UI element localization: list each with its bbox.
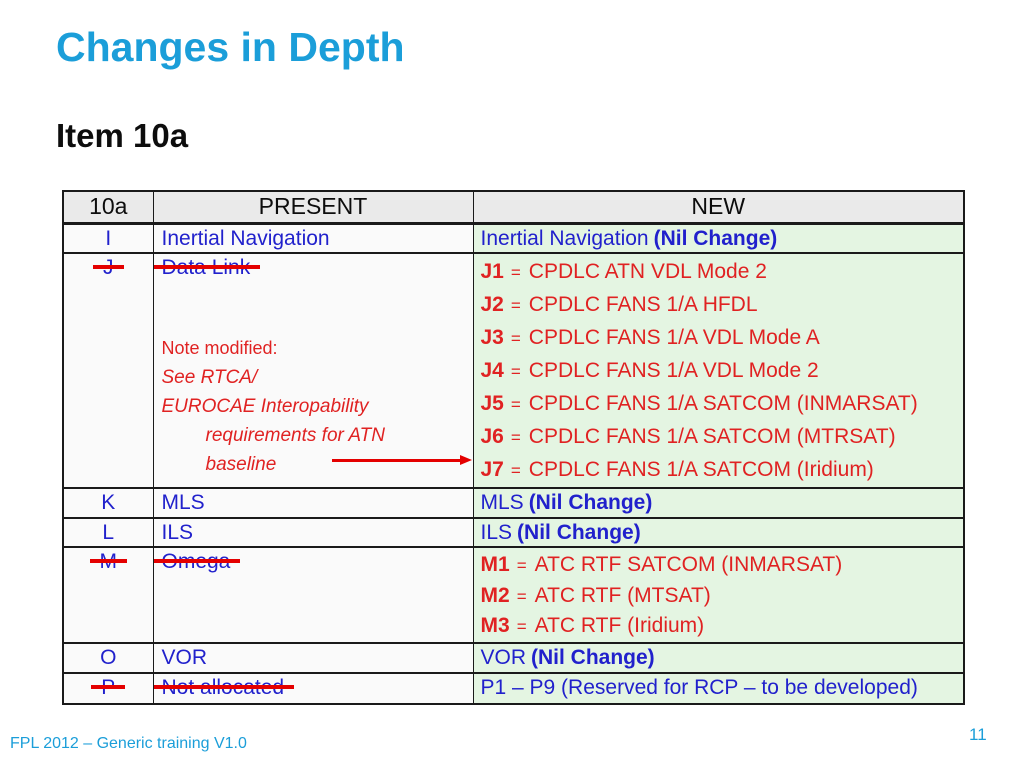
new-cell: ILS (Nil Change) bbox=[472, 517, 965, 548]
footer-text: FPL 2012 – Generic training V1.0 bbox=[10, 735, 247, 752]
nil-change-label: (Nil Change) bbox=[531, 645, 655, 669]
new-item: J2 = CPDLC FANS 1/A HFDL bbox=[480, 293, 758, 316]
new-item: J7 = CPDLC FANS 1/A SATCOM (Iridium) bbox=[480, 458, 874, 481]
code-cell: L bbox=[62, 517, 154, 548]
present-text-struck: Data Link bbox=[154, 256, 260, 279]
col-header-10a: 10a bbox=[62, 190, 154, 225]
new-cell: Inertial Navigation (Nil Change) bbox=[472, 222, 965, 254]
present-cell: Inertial Navigation bbox=[152, 222, 474, 254]
note-line: requirements for ATN bbox=[205, 425, 386, 446]
new-text: ILS bbox=[480, 521, 513, 544]
table-row-m: M Omega M1 = ATC RTF SATCOM (INMARSAT) M2 =… bbox=[62, 546, 965, 644]
table-row-k: K MLS MLS (Nil Change) bbox=[62, 487, 965, 519]
nil-change-label: (Nil Change) bbox=[517, 521, 641, 544]
code-letter-struck: P bbox=[91, 675, 126, 699]
new-cell: M1 = ATC RTF SATCOM (INMARSAT) M2 = ATC RTF … bbox=[472, 546, 965, 644]
nil-change-label: (Nil Change) bbox=[528, 491, 653, 514]
new-item: J5 = CPDLC FANS 1/A SATCOM (INMARSAT) bbox=[480, 392, 918, 415]
code-letter: L bbox=[102, 521, 115, 544]
note-arrow-icon bbox=[331, 455, 472, 466]
present-cell: MLS bbox=[152, 487, 474, 519]
present-text: MLS bbox=[161, 491, 205, 514]
present-text-struck: Not allocated bbox=[154, 675, 294, 699]
code-letter-struck: M bbox=[89, 550, 127, 573]
table-row-i: I Inertial Navigation Inertial Navigatio… bbox=[62, 222, 965, 254]
present-cell: ILS bbox=[152, 517, 474, 548]
present-text: Inertial Navigation bbox=[161, 226, 330, 250]
present-text: VOR bbox=[161, 645, 208, 669]
new-text: VOR bbox=[480, 645, 527, 669]
code-letter: I bbox=[105, 226, 112, 250]
note-block: Note modified: See RTCA/ EUROCAE Interop… bbox=[162, 334, 469, 479]
note-line: EUROCAE Interopability bbox=[161, 396, 369, 417]
table-row-p: P Not allocated P1 – P9 (Reserved for RC… bbox=[62, 671, 965, 705]
new-item: M2 = ATC RTF (MTSAT) bbox=[480, 583, 711, 607]
code-cell: I bbox=[62, 222, 154, 254]
arrow-head bbox=[459, 455, 472, 465]
code-letter: K bbox=[101, 491, 116, 514]
changes-table: 10a PRESENT NEW I Inertial Navigation In… bbox=[62, 190, 965, 705]
code-cell: K bbox=[62, 487, 154, 519]
col-header-present: PRESENT bbox=[152, 190, 474, 225]
new-item: J6 = CPDLC FANS 1/A SATCOM (MTRSAT) bbox=[480, 425, 896, 448]
code-letter: O bbox=[100, 645, 117, 669]
nil-change-label: (Nil Change) bbox=[653, 226, 778, 250]
new-item: J1 = CPDLC ATN VDL Mode 2 bbox=[480, 260, 767, 283]
code-cell: O bbox=[62, 641, 154, 674]
new-cell: MLS (Nil Change) bbox=[472, 487, 965, 519]
table-row-l: L ILS ILS (Nil Change) bbox=[62, 517, 965, 548]
table-row-j: J Data Link Note modified: See RTCA/ EUR… bbox=[62, 252, 965, 489]
table-header-row: 10a PRESENT NEW bbox=[62, 190, 965, 225]
present-cell: Data Link Note modified: See RTCA/ EUROC… bbox=[152, 252, 474, 489]
present-cell: Omega bbox=[152, 546, 474, 644]
code-letter-struck: J bbox=[93, 256, 123, 279]
page-number: 11 bbox=[969, 725, 987, 744]
new-text: P1 – P9 (Reserved for RCP – to be develo… bbox=[480, 675, 918, 699]
new-cell: VOR (Nil Change) bbox=[472, 641, 965, 674]
new-item: J3 = CPDLC FANS 1/A VDL Mode A bbox=[480, 326, 820, 349]
item-heading: Item 10a bbox=[56, 117, 189, 154]
note-line: baseline bbox=[205, 454, 277, 475]
new-item: J4 = CPDLC FANS 1/A VDL Mode 2 bbox=[480, 359, 819, 382]
new-cell: P1 – P9 (Reserved for RCP – to be develo… bbox=[472, 671, 965, 705]
slide-title: Changes in Depth bbox=[56, 24, 405, 70]
new-item: M1 = ATC RTF SATCOM (INMARSAT) bbox=[480, 553, 843, 576]
present-cell: VOR bbox=[152, 641, 474, 674]
present-text-struck: Omega bbox=[154, 550, 241, 573]
code-cell: M bbox=[62, 546, 154, 644]
new-text: MLS bbox=[480, 491, 524, 514]
note-title: Note modified: bbox=[161, 338, 278, 358]
new-cell: J1 = CPDLC ATN VDL Mode 2 J2 = CPDLC FANS 1/… bbox=[472, 252, 965, 489]
note-line: See RTCA/ bbox=[161, 367, 258, 388]
table-row-o: O VOR VOR (Nil Change) bbox=[62, 641, 965, 674]
new-text: Inertial Navigation bbox=[480, 226, 649, 250]
present-text: ILS bbox=[161, 521, 194, 544]
code-cell: J bbox=[62, 252, 154, 489]
col-header-new: NEW bbox=[472, 190, 965, 225]
new-item: M3 = ATC RTF (Iridium) bbox=[480, 614, 705, 637]
arrow-shaft bbox=[331, 459, 461, 462]
present-cell: Not allocated bbox=[152, 671, 474, 705]
code-cell: P bbox=[62, 671, 154, 705]
